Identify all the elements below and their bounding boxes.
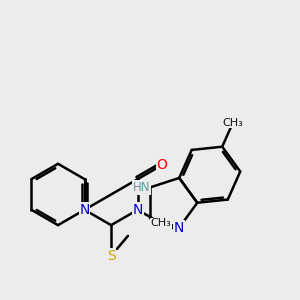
Text: O: O: [157, 158, 167, 172]
Text: CH₃: CH₃: [222, 118, 243, 128]
Text: N: N: [133, 203, 143, 217]
Text: N: N: [174, 220, 184, 235]
Text: S: S: [107, 249, 116, 263]
Text: HN: HN: [133, 181, 150, 194]
Text: CH₃: CH₃: [151, 218, 171, 228]
Text: N: N: [80, 203, 90, 217]
